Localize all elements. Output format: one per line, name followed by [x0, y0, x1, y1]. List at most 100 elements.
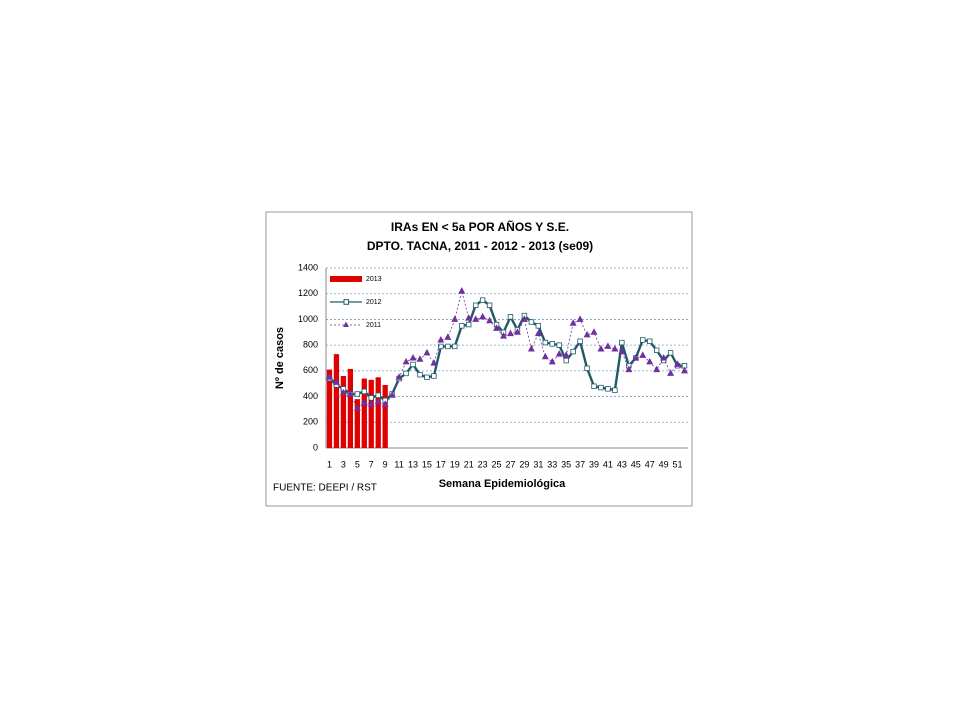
- x-tick-label: 11: [394, 459, 403, 469]
- x-tick-label: 3: [341, 459, 346, 469]
- x-tick-label: 5: [355, 459, 360, 469]
- marker: [472, 302, 479, 308]
- marker: [360, 399, 368, 406]
- marker: [506, 329, 514, 337]
- marker: [535, 323, 542, 329]
- bar: [347, 368, 354, 448]
- y-axis-label: Nº de casos: [274, 327, 286, 389]
- marker: [403, 370, 409, 377]
- x-tick-label: 49: [659, 459, 669, 469]
- chart-title: IRAs EN < 5a POR AÑOS Y S.E.: [391, 219, 569, 234]
- marker: [639, 351, 647, 358]
- marker: [402, 357, 410, 365]
- legend-label: 2013: [366, 276, 382, 283]
- y-tick-label: 1400: [298, 262, 318, 272]
- marker: [486, 302, 493, 308]
- marker: [325, 373, 333, 380]
- y-tick-label: 1200: [298, 288, 318, 298]
- marker: [332, 378, 340, 385]
- x-tick-label: 29: [519, 459, 529, 469]
- x-tick-label: 15: [422, 459, 432, 469]
- marker: [417, 372, 423, 378]
- marker: [597, 345, 605, 352]
- marker: [548, 357, 556, 365]
- marker: [424, 374, 430, 380]
- x-tick-label: 13: [408, 459, 418, 469]
- marker: [577, 338, 583, 344]
- bar: [382, 385, 388, 448]
- marker: [409, 354, 417, 361]
- marker: [479, 312, 487, 320]
- marker: [653, 347, 660, 353]
- bar: [333, 354, 340, 448]
- marker: [562, 351, 570, 358]
- marker: [542, 339, 548, 346]
- marker: [472, 315, 480, 322]
- marker: [375, 392, 381, 398]
- x-tick-label: 45: [631, 459, 641, 469]
- marker: [563, 357, 569, 364]
- marker: [444, 333, 452, 340]
- legend-label: 2012: [366, 299, 382, 306]
- x-tick-label: 17: [436, 459, 446, 469]
- marker: [569, 319, 577, 326]
- marker: [423, 348, 431, 356]
- y-tick-label: 0: [313, 442, 318, 452]
- x-axis-label: Semana Epidemiológica: [439, 478, 566, 490]
- bar: [361, 378, 367, 448]
- marker: [534, 329, 542, 337]
- marker: [556, 342, 562, 348]
- x-tick-label: 25: [492, 459, 502, 469]
- x-tick-label: 31: [533, 459, 543, 469]
- marker: [367, 400, 375, 407]
- marker: [437, 336, 445, 343]
- marker: [632, 354, 640, 361]
- chart-subtitle: DPTO. TACNA, 2011 - 2012 - 2013 (se09): [367, 239, 593, 253]
- marker: [528, 319, 535, 325]
- marker: [361, 388, 367, 395]
- marker: [410, 361, 416, 368]
- marker: [667, 350, 674, 356]
- marker: [640, 337, 646, 343]
- marker: [598, 384, 604, 391]
- x-tick-label: 1: [327, 459, 332, 469]
- marker: [507, 314, 514, 320]
- marker: [667, 369, 675, 376]
- x-tick-label: 37: [575, 459, 585, 469]
- x-tick-label: 39: [589, 459, 599, 469]
- marker: [416, 355, 424, 362]
- marker: [541, 352, 549, 360]
- marker: [576, 315, 584, 322]
- marker: [590, 328, 598, 335]
- x-tick-label: 35: [561, 459, 571, 469]
- marker: [647, 338, 653, 344]
- marker: [452, 343, 458, 350]
- marker: [374, 397, 382, 405]
- bar: [368, 379, 374, 448]
- marker: [549, 341, 555, 347]
- marker: [625, 365, 633, 373]
- marker: [681, 366, 689, 374]
- source-note: FUENTE: DEEPI / RST: [273, 483, 377, 494]
- series-line: [328, 298, 685, 402]
- x-tick-label: 7: [369, 459, 374, 469]
- marker: [653, 365, 661, 373]
- marker: [486, 316, 494, 324]
- marker: [493, 324, 501, 331]
- marker: [395, 373, 403, 380]
- marker: [354, 391, 361, 397]
- x-tick-label: 47: [645, 459, 655, 469]
- y-tick-label: 200: [303, 417, 318, 427]
- bar: [340, 376, 347, 448]
- marker: [513, 328, 521, 335]
- marker: [381, 400, 389, 407]
- marker: [604, 342, 612, 349]
- marker: [459, 323, 465, 329]
- marker: [591, 383, 597, 389]
- x-tick-label: 41: [603, 459, 613, 469]
- marker: [520, 315, 528, 322]
- marker: [388, 391, 396, 398]
- marker: [618, 347, 626, 355]
- bar: [354, 399, 360, 448]
